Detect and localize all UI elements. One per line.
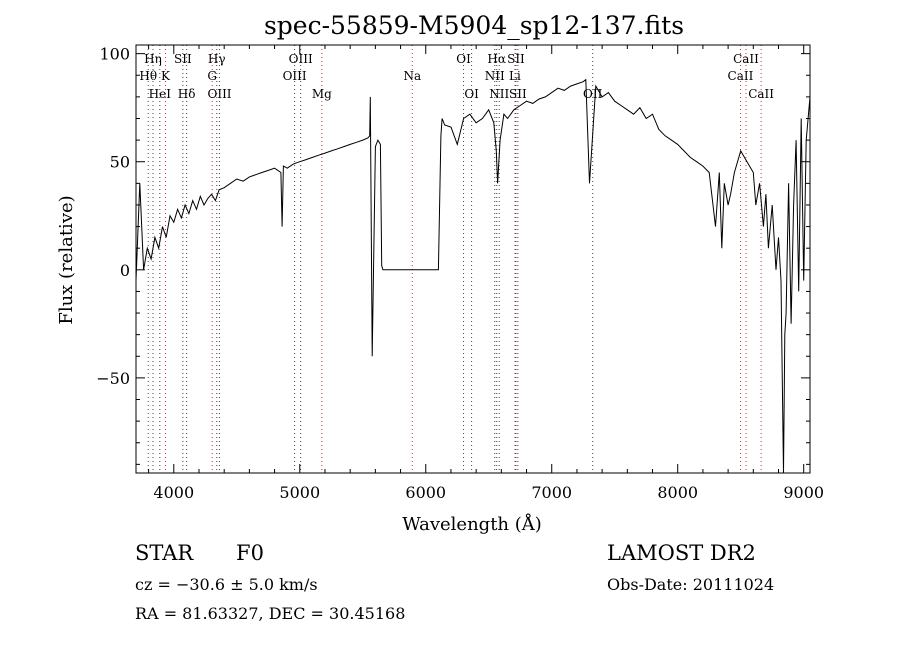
line-label-12: Na — [403, 69, 421, 83]
x-tick-label: 5000 — [279, 483, 320, 502]
line-label-7: G — [207, 69, 217, 83]
object-class: STAR — [135, 541, 194, 565]
line-label-9: OIII — [289, 52, 313, 66]
spectrum-line-0 — [135, 78, 811, 474]
x-tick-label: 7000 — [531, 483, 572, 502]
line-label-10: OIII — [283, 69, 307, 83]
y-axis-label: Flux (relative) — [56, 195, 77, 324]
line-label-3: K — [161, 69, 171, 83]
line-label-22: CaII — [733, 52, 759, 66]
line-label-17: NII — [485, 69, 505, 83]
line-label-14: OI — [464, 87, 479, 101]
line-label-8: OIII — [207, 87, 231, 101]
y-tick-label: −50 — [96, 369, 130, 388]
chart-title: spec-55859-M5904_sp12-137.fits — [264, 11, 684, 40]
y-tick-label: 50 — [110, 153, 130, 172]
line-label-15: Hα — [487, 52, 506, 66]
line-label-23: CaII — [728, 69, 754, 83]
tick-layer: 4000 5000 6000 7000 8000 9000 0 50 100 −50 — [96, 45, 824, 502]
plot-frame — [135, 44, 811, 474]
coordinates-text: RA = 81.63327, DEC = 30.45168 — [135, 604, 406, 623]
line-label-19: NII — [489, 87, 509, 101]
line-label-18: Li — [509, 69, 521, 83]
obs-date: Obs-Date: 20111024 — [607, 575, 775, 594]
x-tick-label: 8000 — [657, 483, 698, 502]
x-tick-label: 4000 — [153, 483, 194, 502]
line-label-0: Hη — [144, 52, 162, 66]
line-label-20: SII — [509, 87, 527, 101]
line-label-21: OII — [583, 87, 603, 101]
spectral-subclass: F0 — [236, 541, 264, 565]
line-label-1: Hθ — [139, 69, 157, 83]
series-layer — [135, 78, 811, 474]
y-tick-label: 0 — [120, 261, 130, 280]
line-label-16: SII — [507, 52, 525, 66]
line-label-2: HeI — [149, 87, 172, 101]
survey-name: LAMOST DR2 — [607, 541, 756, 565]
line-label-5: Hδ — [178, 87, 196, 101]
line-label-6: Hγ — [208, 52, 226, 66]
line-label-13: OI — [456, 52, 471, 66]
redshift-text: cz = −30.6 ± 5.0 km/s — [135, 575, 318, 594]
x-axis-label: Wavelength (Å) — [402, 513, 542, 535]
x-tick-label: 9000 — [783, 483, 824, 502]
y-tick-label: 100 — [99, 45, 130, 64]
line-label-4: SII — [174, 52, 192, 66]
line-label-24: CaII — [748, 87, 774, 101]
line-label-11: Mg — [312, 87, 332, 101]
x-tick-label: 6000 — [405, 483, 446, 502]
line-marker-layer — [147, 45, 762, 473]
